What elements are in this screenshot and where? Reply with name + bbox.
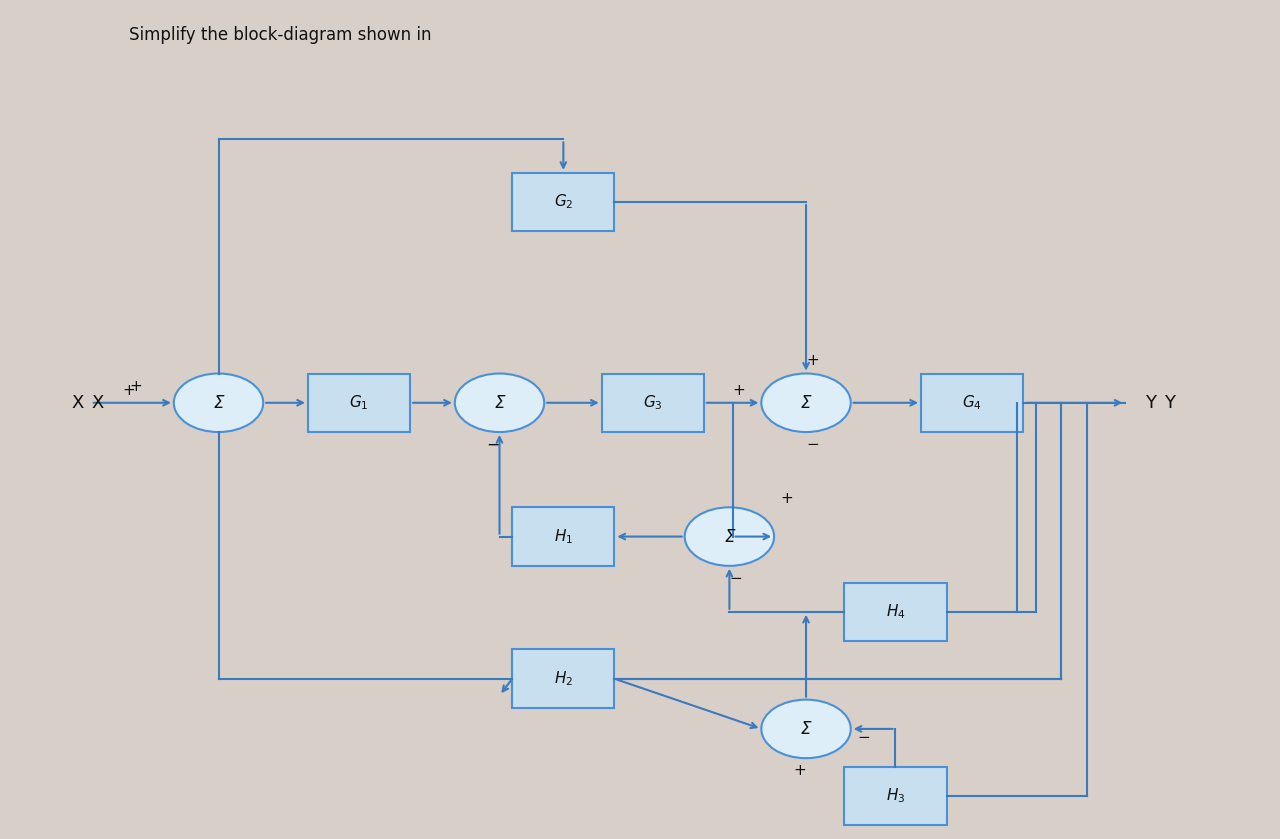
Text: $G_4$: $G_4$ <box>963 393 982 412</box>
FancyBboxPatch shape <box>845 767 946 825</box>
Text: X: X <box>91 393 104 412</box>
Text: Σ: Σ <box>801 720 812 738</box>
Text: $H_1$: $H_1$ <box>554 527 573 546</box>
Circle shape <box>454 373 544 432</box>
FancyBboxPatch shape <box>308 373 410 432</box>
Circle shape <box>762 700 851 758</box>
Text: Σ: Σ <box>494 393 504 412</box>
FancyBboxPatch shape <box>922 373 1023 432</box>
Text: +: + <box>732 383 745 398</box>
Text: +: + <box>123 383 136 398</box>
Text: Σ: Σ <box>801 393 812 412</box>
FancyBboxPatch shape <box>845 582 946 641</box>
Text: Y: Y <box>1164 393 1175 412</box>
Circle shape <box>685 508 774 565</box>
FancyBboxPatch shape <box>602 373 704 432</box>
Text: $G_1$: $G_1$ <box>349 393 369 412</box>
Text: $H_2$: $H_2$ <box>554 670 573 688</box>
Text: $H_4$: $H_4$ <box>886 602 905 621</box>
Text: $H_3$: $H_3$ <box>886 786 905 805</box>
Circle shape <box>762 373 851 432</box>
Text: −: − <box>730 571 742 586</box>
Text: Simplify the block-diagram shown in: Simplify the block-diagram shown in <box>129 27 436 44</box>
Text: +: + <box>806 353 819 368</box>
Text: −: − <box>806 437 819 452</box>
FancyBboxPatch shape <box>512 508 614 565</box>
Text: $G_2$: $G_2$ <box>554 193 573 211</box>
Text: Y: Y <box>1146 393 1156 412</box>
Text: +: + <box>794 763 806 779</box>
Text: Σ: Σ <box>724 528 735 545</box>
Text: +: + <box>129 378 142 393</box>
Text: +: + <box>781 492 794 507</box>
Text: $G_3$: $G_3$ <box>643 393 663 412</box>
Circle shape <box>174 373 264 432</box>
Text: Σ: Σ <box>214 393 224 412</box>
Text: X: X <box>72 393 84 412</box>
FancyBboxPatch shape <box>512 649 614 708</box>
Text: −: − <box>858 730 870 745</box>
Text: −: − <box>486 435 500 454</box>
FancyBboxPatch shape <box>512 173 614 232</box>
